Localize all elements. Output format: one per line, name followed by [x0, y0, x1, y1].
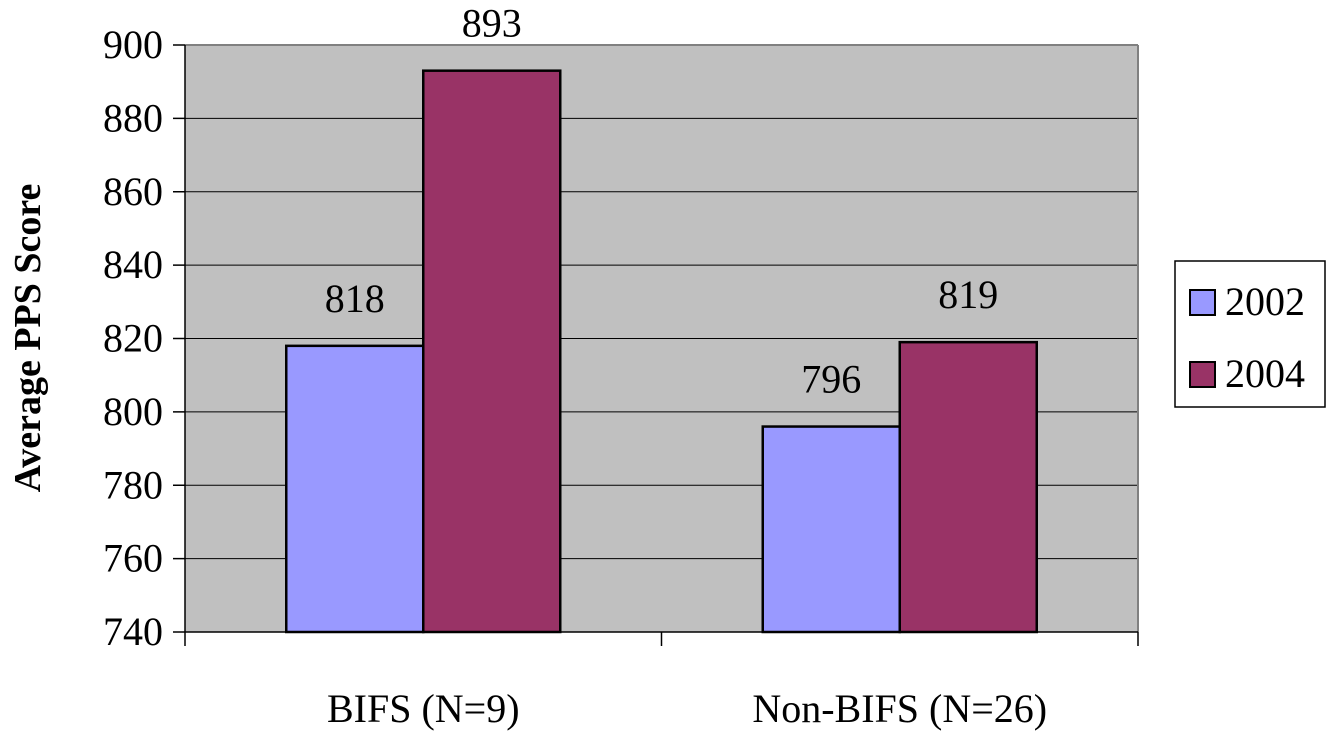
data-label: 796: [801, 357, 861, 402]
legend-label: 2002: [1225, 279, 1305, 324]
y-axis: 740 760 780 800 820 840 860 880 900: [103, 22, 1139, 654]
bar-2004-1: [422, 69, 562, 634]
data-label: 893: [462, 1, 522, 46]
y-axis-title: Average PPS Score: [7, 184, 49, 493]
legend-label: 2004: [1225, 351, 1305, 396]
bar-2002-2: [761, 425, 901, 634]
bars: [285, 69, 1038, 634]
bar-2002-1: [285, 344, 425, 634]
y-tick-label: 900: [103, 22, 163, 67]
legend-swatch: [1189, 361, 1216, 388]
legend-swatch: [1189, 289, 1216, 316]
data-labels: 818 893 796 819: [325, 1, 999, 402]
y-tick-label: 760: [103, 536, 163, 581]
bar-2004-2: [898, 340, 1038, 634]
y-tick-label: 880: [103, 95, 163, 140]
y-tick-label: 740: [103, 609, 163, 654]
y-tick-label: 840: [103, 242, 163, 287]
x-axis: BIFS (N=9) Non-BIFS (N=26): [184, 631, 1139, 731]
x-category-label: Non-BIFS (N=26): [752, 686, 1047, 731]
x-category-label: BIFS (N=9): [327, 686, 520, 731]
y-tick-label: 820: [103, 316, 163, 361]
data-label: 818: [325, 276, 385, 321]
data-label: 819: [938, 272, 998, 317]
y-tick-label: 860: [103, 169, 163, 214]
y-tick-label: 780: [103, 462, 163, 507]
legend: 2002 2004: [1174, 260, 1326, 408]
y-tick-label: 800: [103, 389, 163, 434]
